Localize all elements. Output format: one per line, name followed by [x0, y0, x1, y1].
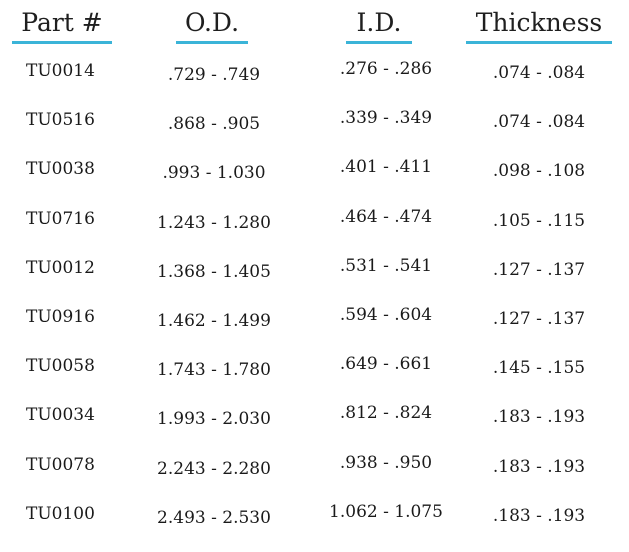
thickness-cell: .074 - .084: [492, 112, 586, 133]
thickness-cell: .105 - .115: [492, 210, 586, 231]
part-number-cell: TU0100: [26, 503, 95, 524]
column-header-id: I.D.: [346, 8, 412, 44]
table-header: Part # O.D. I.D. Thickness: [0, 8, 629, 48]
id-cell: .649 - .661: [339, 354, 433, 375]
header-underline: [346, 41, 412, 44]
od-cell: 1.743 - 1.780: [157, 360, 271, 381]
table-row: TU0916 1.462 - 1.499 .594 - .604 .127 - …: [0, 304, 629, 353]
od-cell: .993 - 1.030: [162, 163, 266, 184]
thickness-cell: .183 - .193: [492, 505, 586, 526]
part-number-cell: TU0516: [26, 110, 95, 131]
id-cell: .938 - .950: [339, 452, 433, 473]
table-row: TU0038 .993 - 1.030 .401 - .411 .098 - .…: [0, 156, 629, 205]
id-cell: .812 - .824: [339, 403, 433, 424]
table-row: TU0078 2.243 - 2.280 .938 - .950 .183 - …: [0, 452, 629, 501]
part-number-cell: TU0012: [26, 257, 95, 278]
column-header-part-label: Part #: [21, 8, 103, 37]
id-cell: .594 - .604: [339, 304, 433, 325]
part-number-cell: TU0078: [26, 454, 95, 475]
table-row: TU0058 1.743 - 1.780 .649 - .661 .145 - …: [0, 353, 629, 402]
table-row: TU0034 1.993 - 2.030 .812 - .824 .183 - …: [0, 402, 629, 451]
od-cell: 1.243 - 1.280: [157, 212, 271, 233]
id-cell: .339 - .349: [339, 108, 433, 129]
id-cell: .276 - .286: [339, 59, 433, 79]
od-cell: .729 - .749: [167, 65, 261, 85]
id-cell: .531 - .541: [339, 255, 433, 276]
part-number-cell: TU0716: [26, 208, 95, 229]
part-number-cell: TU0058: [26, 356, 95, 377]
od-cell: 1.462 - 1.499: [157, 310, 271, 331]
table-row: TU0012 1.368 - 1.405 .531 - .541 .127 - …: [0, 255, 629, 304]
od-cell: 2.243 - 2.280: [157, 458, 271, 479]
thickness-cell: .074 - .084: [492, 63, 586, 83]
thickness-cell: .183 - .193: [492, 407, 586, 428]
table-body: TU0014 .729 - .749 .276 - .286 .074 - .0…: [0, 58, 629, 550]
id-cell: .464 - .474: [339, 206, 433, 227]
od-cell: 1.993 - 2.030: [157, 409, 271, 430]
table-row: TU0014 .729 - .749 .276 - .286 .074 - .0…: [0, 58, 629, 107]
header-underline: [176, 41, 248, 44]
od-cell: 2.493 - 2.530: [157, 507, 271, 528]
column-header-od: O.D.: [176, 8, 248, 44]
column-header-thickness-label: Thickness: [475, 8, 603, 37]
part-number-cell: TU0916: [26, 306, 95, 327]
column-header-part: Part #: [12, 8, 112, 44]
thickness-cell: .127 - .137: [492, 308, 586, 329]
od-cell: 1.368 - 1.405: [157, 261, 271, 282]
header-underline: [12, 41, 112, 44]
part-number-cell: TU0034: [26, 405, 95, 426]
header-underline: [466, 41, 612, 44]
column-header-thickness: Thickness: [466, 8, 612, 44]
table-row: TU0716 1.243 - 1.280 .464 - .474 .105 - …: [0, 206, 629, 255]
part-number-cell: TU0038: [26, 159, 95, 180]
column-header-id-label: I.D.: [356, 8, 402, 37]
table-row: TU0516 .868 - .905 .339 - .349 .074 - .0…: [0, 107, 629, 156]
thickness-cell: .145 - .155: [492, 358, 586, 379]
column-header-od-label: O.D.: [184, 8, 240, 37]
thickness-cell: .183 - .193: [492, 456, 586, 477]
od-cell: .868 - .905: [167, 114, 261, 135]
thickness-cell: .098 - .108: [492, 161, 586, 182]
id-cell: .401 - .411: [339, 157, 433, 178]
part-number-cell: TU0014: [26, 61, 95, 81]
id-cell: 1.062 - 1.075: [329, 501, 443, 522]
thickness-cell: .127 - .137: [492, 259, 586, 280]
table-row: TU0100 2.493 - 2.530 1.062 - 1.075 .183 …: [0, 501, 629, 550]
